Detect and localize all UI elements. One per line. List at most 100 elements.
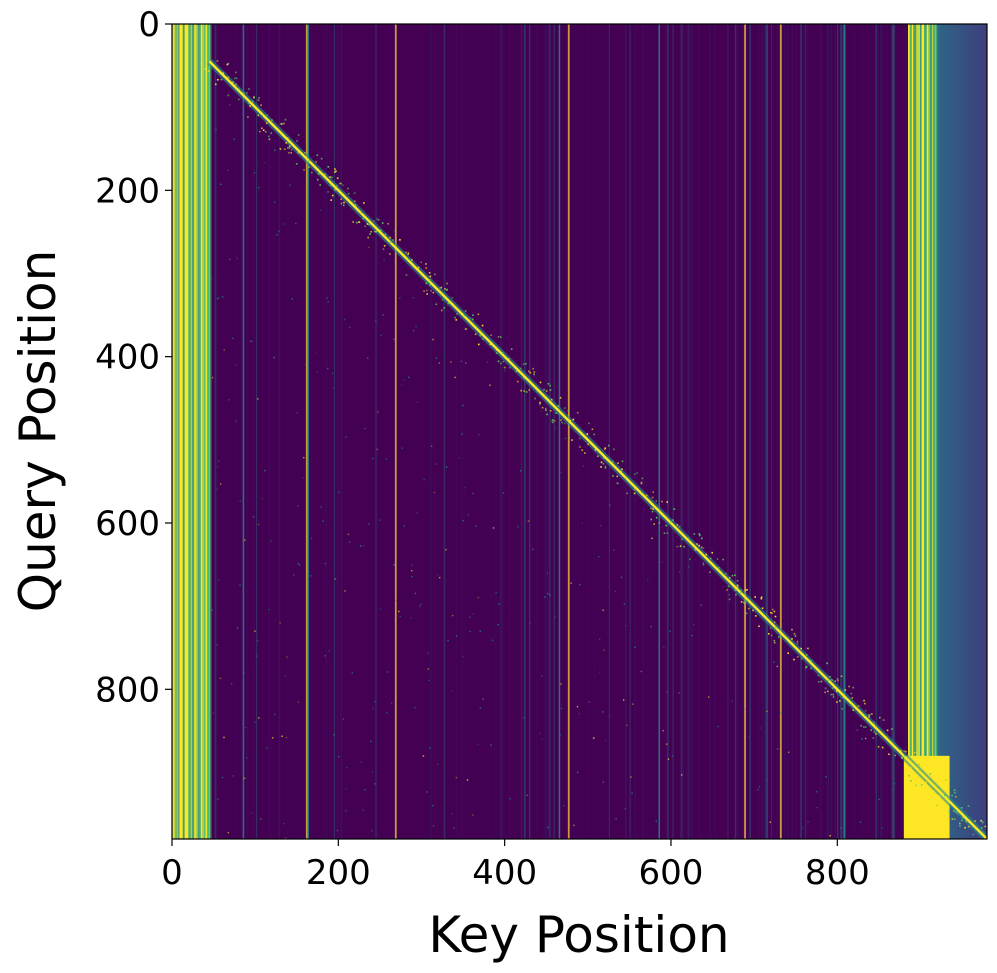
diagonal-speckle bbox=[891, 728, 893, 730]
diagonal-speckle bbox=[832, 693, 834, 696]
diagonal-speckle bbox=[834, 680, 837, 682]
heatmap-speckle bbox=[430, 445, 433, 447]
heatmap-speckle bbox=[385, 458, 387, 460]
heatmap-speckle bbox=[602, 609, 604, 611]
diagonal-speckle bbox=[693, 533, 696, 535]
heatmap-speckle bbox=[620, 576, 623, 579]
heatmap-speckle bbox=[527, 520, 530, 522]
column-texture-stripe bbox=[787, 24, 789, 839]
heatmap-speckle bbox=[667, 758, 670, 760]
diagonal-speckle bbox=[248, 102, 250, 105]
diagonal-speckle bbox=[534, 397, 536, 400]
column-texture-stripe bbox=[524, 24, 526, 839]
diagonal-speckle bbox=[616, 468, 619, 470]
heatmap-speckle bbox=[613, 549, 615, 551]
heatmap-speckle bbox=[579, 583, 581, 586]
diagonal-speckle bbox=[320, 157, 323, 160]
diagonal-speckle bbox=[725, 572, 727, 575]
diagonal-speckle bbox=[805, 653, 808, 656]
diagonal-speckle bbox=[280, 123, 283, 125]
heatmap-speckle bbox=[498, 603, 500, 605]
diagonal-speckle bbox=[901, 756, 903, 759]
heatmap-speckle bbox=[693, 624, 695, 626]
heatmap-speckle bbox=[217, 460, 220, 463]
heatmap-speckle bbox=[380, 334, 382, 336]
diagonal-speckle bbox=[523, 376, 526, 379]
diagonal-speckle bbox=[443, 307, 446, 309]
band-texture-line bbox=[915, 24, 917, 839]
heatmap-speckle bbox=[215, 129, 217, 131]
heatmap-speckle bbox=[477, 596, 480, 599]
diagonal-speckle bbox=[640, 481, 643, 484]
diagonal-speckle bbox=[621, 468, 623, 470]
heatmap-speckle bbox=[236, 627, 239, 629]
diagonal-speckle bbox=[980, 819, 982, 822]
diagonal-speckle bbox=[761, 607, 764, 609]
diagonal-speckle bbox=[247, 116, 249, 118]
heatmap-speckle bbox=[414, 706, 416, 709]
diagonal-speckle bbox=[735, 593, 737, 596]
heatmap-plot-area bbox=[172, 24, 987, 839]
heatmap-speckle bbox=[477, 743, 479, 746]
diagonal-speckle bbox=[796, 640, 799, 643]
diagonal-speckle bbox=[265, 122, 268, 124]
diagonal-speckle bbox=[735, 587, 738, 589]
diagonal-speckle bbox=[744, 589, 747, 591]
heatmap-speckle bbox=[438, 576, 441, 579]
diagonal-speckle bbox=[329, 176, 331, 178]
diagonal-speckle bbox=[805, 665, 808, 668]
column-texture-stripe bbox=[536, 24, 537, 839]
column-texture-stripe bbox=[375, 24, 377, 839]
heatmap-speckle bbox=[255, 655, 258, 657]
heatmap-speckle bbox=[707, 696, 710, 698]
heatmap-speckle bbox=[348, 541, 351, 543]
diagonal-speckle bbox=[515, 370, 518, 373]
heatmap-speckle bbox=[338, 491, 340, 494]
heatmap-speckle bbox=[560, 707, 563, 710]
column-texture-stripe bbox=[233, 24, 235, 839]
heatmap-speckle bbox=[375, 320, 377, 322]
diagonal-speckle bbox=[334, 171, 336, 174]
heatmap-speckle bbox=[293, 574, 295, 576]
column-texture-stripe bbox=[734, 24, 737, 839]
diagonal-speckle bbox=[384, 233, 387, 236]
heatmap-speckle bbox=[599, 671, 601, 674]
diagonal-speckle bbox=[407, 253, 410, 255]
x-tick-label: 400 bbox=[472, 853, 537, 893]
band-texture-line bbox=[913, 24, 916, 839]
diagonal-speckle bbox=[755, 615, 757, 617]
column-texture-stripe bbox=[697, 24, 699, 839]
diagonal-speckle bbox=[588, 440, 591, 442]
heatmap-speckle bbox=[466, 779, 469, 781]
diagonal-speckle bbox=[604, 465, 607, 468]
heatmap-speckle bbox=[302, 477, 304, 479]
heatmap-speckle bbox=[254, 721, 256, 723]
diagonal-speckle bbox=[910, 780, 912, 782]
diagonal-speckle bbox=[920, 784, 923, 786]
y-axis-label: Query Position bbox=[9, 250, 67, 613]
diagonal-speckle bbox=[633, 485, 636, 488]
diagonal-speckle bbox=[539, 381, 542, 384]
diagonal-speckle bbox=[794, 635, 797, 637]
diagonal-speckle bbox=[716, 558, 719, 560]
diagonal-speckle bbox=[342, 204, 345, 207]
diagonal-speckle bbox=[238, 87, 240, 90]
diagonal-speckle bbox=[864, 726, 867, 728]
heatmap-speckle bbox=[386, 671, 389, 673]
diagonal-speckle bbox=[600, 461, 603, 464]
column-texture-stripe bbox=[691, 24, 693, 839]
diagonal-speckle bbox=[373, 230, 376, 233]
diagonal-speckle bbox=[316, 154, 319, 157]
diagonal-speckle bbox=[944, 779, 947, 781]
column-texture-stripe bbox=[608, 24, 610, 839]
heatmap-speckle bbox=[691, 634, 693, 637]
column-texture-stripe bbox=[271, 24, 272, 839]
heatmap-speckle bbox=[462, 655, 464, 658]
column-texture-stripe bbox=[443, 24, 446, 839]
bright-column-line bbox=[567, 24, 570, 839]
heatmap-speckle bbox=[614, 590, 617, 593]
x-tick-label: 200 bbox=[306, 853, 371, 893]
diagonal-speckle bbox=[364, 225, 366, 227]
diagonal-speckle bbox=[955, 795, 957, 798]
heatmap-speckle bbox=[221, 776, 224, 779]
